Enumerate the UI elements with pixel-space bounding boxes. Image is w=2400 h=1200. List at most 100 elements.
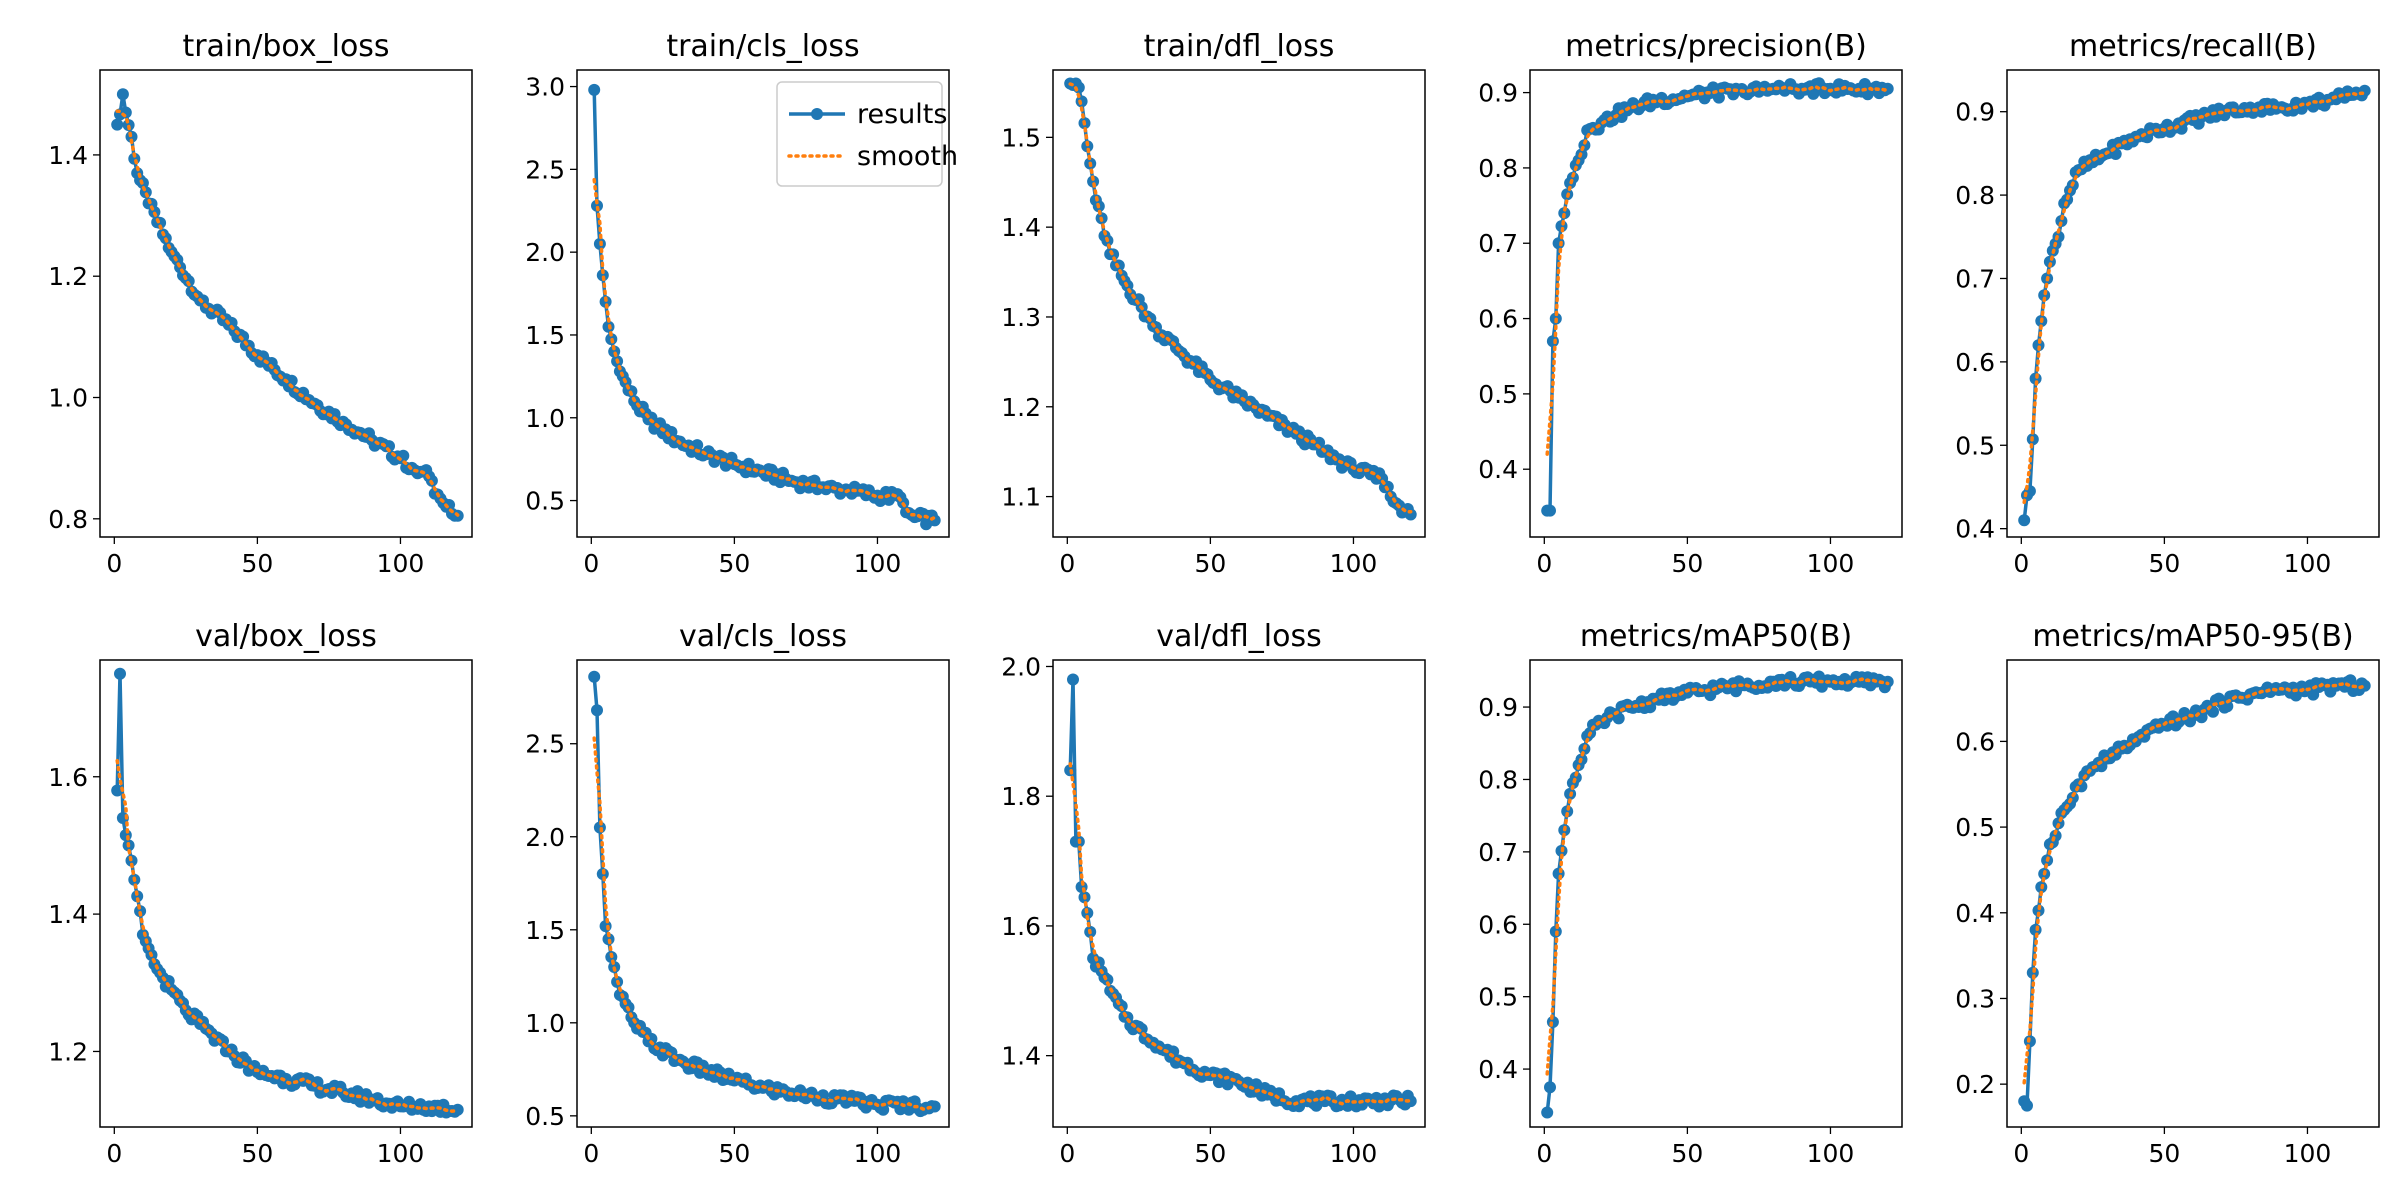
results-point [1712, 91, 1725, 104]
legend-results-marker [811, 108, 823, 120]
subplot-title: val/box_loss [195, 619, 377, 654]
x-tick-label: 50 [718, 549, 750, 578]
results-point [2021, 1099, 2033, 1112]
subplot-9: 0 50 100 0.4 0.5 0.6 0.7 0.8 0.9 metrics/mAP50(B) [1478, 619, 1903, 1168]
results-line [115, 671, 459, 1115]
x-tick-label: 100 [1807, 1139, 1855, 1168]
y-tick-label: 0.4 [1955, 899, 1995, 928]
results-point [1541, 1106, 1554, 1119]
results-point [2032, 339, 2045, 352]
axes-frame [1529, 659, 1903, 1128]
y-tick-label: 0.2 [1955, 1070, 1995, 1099]
subplot-title: val/dfl_loss [1156, 619, 1321, 654]
y-tick-label: 0.5 [525, 487, 565, 516]
y-tick-label: 2.5 [525, 155, 565, 184]
y-tick-label: 1.3 [1001, 303, 1041, 332]
axes-frame [576, 659, 950, 1128]
axes-frame [2006, 659, 2380, 1128]
y-tick-label: 1.6 [48, 763, 88, 792]
smooth-line [592, 178, 937, 521]
x-tick-label: 50 [2148, 1139, 2180, 1168]
y-tick-label: 0.5 [525, 1102, 565, 1131]
x-tick-label: 0 [1536, 549, 1552, 578]
subplot-6: 0 50 100 1.2 1.4 1.6 val/box_loss [48, 619, 473, 1168]
results-point [1881, 82, 1894, 95]
results-point [1135, 1023, 1148, 1035]
results-point [1067, 673, 1079, 686]
results-line [2022, 89, 2367, 521]
results-point [217, 1035, 229, 1047]
x-tick-label: 100 [377, 1139, 425, 1168]
y-tick-label: 1.2 [1001, 393, 1041, 422]
results-point [111, 118, 124, 131]
x-tick-label: 100 [1807, 549, 1855, 578]
axes-frame [1052, 69, 1426, 538]
x-tick-label: 50 [1194, 1139, 1226, 1168]
y-tick-label: 0.6 [1478, 910, 1518, 939]
y-tick-label: 0.4 [1955, 515, 1995, 544]
y-tick-label: 1.8 [1001, 782, 1041, 811]
x-tick-label: 0 [106, 549, 122, 578]
y-tick-label: 0.4 [1478, 1055, 1518, 1084]
smooth-line [2022, 91, 2367, 505]
y-tick-label: 2.0 [525, 823, 565, 852]
subplot-title: train/cls_loss [666, 29, 859, 64]
legend-smooth-label: smooth [857, 141, 958, 172]
y-tick-label: 2.0 [525, 238, 565, 267]
y-tick-label: 0.9 [1478, 79, 1518, 108]
y-tick-label: 1.4 [48, 141, 88, 170]
results-point [2055, 215, 2068, 227]
y-tick-label: 1.4 [48, 900, 88, 929]
y-tick-label: 1.5 [525, 916, 565, 945]
results-point [116, 88, 129, 101]
x-tick-label: 50 [1671, 549, 1703, 578]
subplot-title: train/box_loss [182, 29, 389, 64]
results-point [1612, 712, 1625, 725]
smooth-line [115, 109, 460, 517]
x-tick-label: 100 [2284, 1139, 2332, 1168]
subplot-title: metrics/precision(B) [1565, 29, 1867, 64]
subplot-8: 0 50 100 1.4 1.6 1.8 2.0 val/dfl_loss [1001, 619, 1426, 1168]
results-point [1087, 175, 1100, 188]
axes-frame [99, 659, 473, 1128]
y-tick-label: 0.6 [1955, 727, 1995, 756]
results-point [591, 704, 603, 717]
results-point [1081, 140, 1094, 153]
results-point [691, 439, 704, 452]
results-point [131, 890, 144, 903]
y-tick-label: 0.6 [1955, 348, 1995, 377]
y-tick-label: 3.0 [525, 73, 565, 102]
results-point [596, 269, 609, 282]
y-tick-label: 1.6 [1001, 912, 1041, 941]
results-point [1544, 504, 1556, 517]
x-tick-label: 50 [2148, 549, 2180, 578]
y-tick-label: 0.8 [1955, 181, 1995, 210]
results-point [1544, 1081, 1556, 1094]
y-tick-label: 0.5 [1478, 380, 1518, 409]
y-tick-label: 1.4 [1001, 1042, 1041, 1071]
x-tick-label: 100 [1330, 1139, 1378, 1168]
results-point [451, 1103, 464, 1116]
x-tick-label: 0 [106, 1139, 122, 1168]
subplot-2: 0 50 100 0.5 1.0 1.5 2.0 2.5 3.0 train/cls_lossre… [525, 29, 958, 578]
y-tick-label: 0.3 [1955, 984, 1995, 1013]
y-tick-label: 1.2 [48, 262, 88, 291]
results-point [928, 514, 941, 527]
axes-frame [1052, 659, 1426, 1128]
x-tick-label: 0 [2013, 549, 2029, 578]
y-tick-label: 1.1 [1001, 483, 1041, 512]
results-line [1547, 81, 1889, 513]
results-line [2022, 678, 2366, 1108]
subplot-5: 0 50 100 0.4 0.5 0.6 0.7 0.8 0.9 metrics/recall(B… [1955, 29, 2380, 578]
smooth-line [2022, 681, 2367, 1085]
subplot-1: 0 50 100 0.8 1.0 1.2 1.4 train/box_loss [48, 29, 473, 578]
results-point [285, 374, 298, 387]
smooth-line [1068, 82, 1413, 514]
results-point [1807, 87, 1820, 100]
subplot-10: 0 50 100 0.2 0.3 0.4 0.5 0.6 metrics/mAP50-95(B) [1955, 619, 2380, 1168]
y-tick-label: 1.5 [1001, 123, 1041, 152]
results-point [588, 83, 601, 96]
results-point [588, 670, 601, 683]
x-tick-label: 50 [718, 1139, 750, 1168]
